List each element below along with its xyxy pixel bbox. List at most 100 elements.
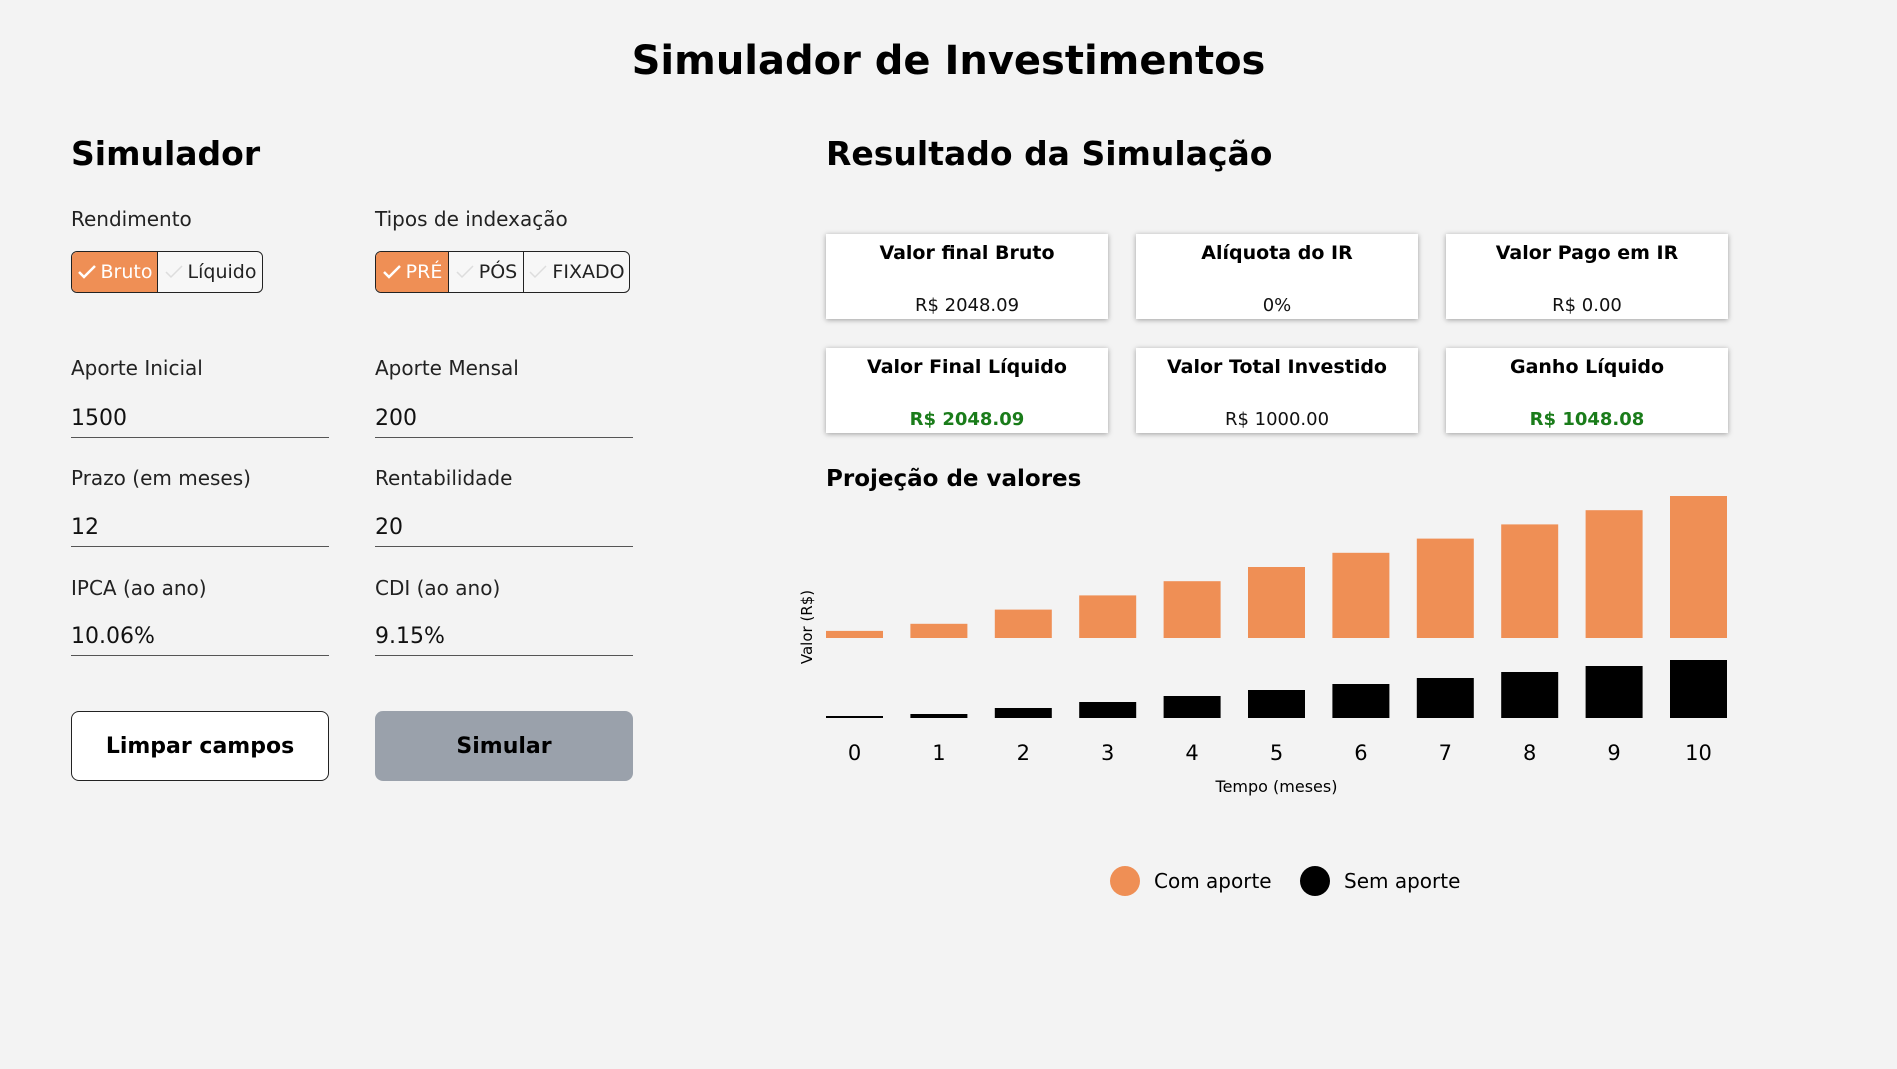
legend-label: Com aporte (1154, 869, 1272, 893)
cdi-input[interactable] (375, 618, 633, 656)
bar-sem-aporte-7 (1416, 678, 1474, 718)
result-card-valor-final-bruto: Valor final Bruto R$ 2048.09 (826, 234, 1108, 319)
projection-chart: 0 1 2 3 4 5 6 7 8 9 10 Tempo (meses) Valor (R$) (798, 496, 1727, 796)
rentabilidade-wrap (375, 509, 633, 547)
card-value: R$ 1000.00 (1224, 409, 1330, 430)
rendimento-option-label: Líquido (187, 261, 257, 283)
prazo-wrap (71, 509, 329, 547)
x-tick-label: 3 (1101, 741, 1114, 765)
indexacao-option-fixado[interactable]: FIXADO (524, 252, 629, 292)
check-icon (528, 264, 548, 280)
bar-com-aporte-3 (1079, 595, 1137, 638)
indexacao-label: Tipos de indexação (375, 207, 568, 231)
bar-sem-aporte-1 (910, 714, 968, 718)
prazo-label: Prazo (em meses) (71, 466, 251, 490)
x-tick-label: 9 (1607, 741, 1620, 765)
prazo-input[interactable] (71, 509, 329, 547)
card-title: Valor final Bruto (879, 242, 1055, 264)
indexacao-option-pre[interactable]: PRÉ (376, 252, 449, 292)
clear-fields-button[interactable]: Limpar campos (71, 711, 329, 781)
bar-com-aporte-5 (1248, 567, 1305, 638)
bar-com-aporte-2 (994, 609, 1052, 638)
bar-com-aporte-9 (1585, 510, 1643, 638)
legend-dot-black (1300, 866, 1330, 896)
aporte-mensal-input[interactable] (375, 400, 633, 438)
result-card-ganho-liquido: Ganho Líquido R$ 1048.08 (1446, 348, 1728, 433)
y-axis-label: Valor (R$) (798, 590, 816, 664)
results-title: Resultado da Simulação (826, 134, 1273, 173)
x-tick-label: 5 (1270, 741, 1283, 765)
bar-sem-aporte-10 (1670, 660, 1727, 718)
rentabilidade-label: Rentabilidade (375, 466, 513, 490)
bar-com-aporte-10 (1670, 496, 1727, 638)
check-icon (164, 264, 184, 280)
result-card-valor-final-liquido: Valor Final Líquido R$ 2048.09 (826, 348, 1108, 433)
indexacao-option-label: PÓS (478, 261, 518, 283)
bar-com-aporte-0 (826, 630, 883, 638)
aporte-inicial-label: Aporte Inicial (71, 356, 203, 380)
rentabilidade-input[interactable] (375, 509, 633, 547)
bar-sem-aporte-6 (1332, 684, 1390, 718)
bar-com-aporte-4 (1163, 581, 1221, 638)
legend-label: Sem aporte (1344, 869, 1461, 893)
card-title: Valor Final Líquido (867, 356, 1067, 378)
x-tick-label: 4 (1185, 741, 1198, 765)
bar-sem-aporte-5 (1248, 690, 1305, 718)
rendimento-option-bruto[interactable]: Bruto (72, 252, 158, 292)
ipca-label: IPCA (ao ano) (71, 576, 207, 600)
page-title: Simulador de Investimentos (631, 38, 1266, 84)
bar-com-aporte-6 (1332, 552, 1390, 638)
legend-item-sem-aporte: Sem aporte (1300, 866, 1460, 896)
legend-item-com-aporte: Com aporte (1110, 866, 1272, 896)
bar-sem-aporte-8 (1501, 672, 1559, 718)
bar-sem-aporte-4 (1163, 696, 1221, 718)
card-title: Alíquota do IR (1201, 242, 1353, 264)
rendimento-option-liquido[interactable]: Líquido (158, 252, 262, 292)
rendimento-toggle: Bruto Líquido (71, 251, 263, 293)
card-title: Valor Total Investido (1167, 356, 1387, 378)
card-title: Ganho Líquido (1509, 356, 1665, 378)
simulate-button[interactable]: Simular (375, 711, 633, 781)
result-card-aliquota-ir: Alíquota do IR 0% (1136, 234, 1418, 319)
result-card-valor-pago-ir: Valor Pago em IR R$ 0.00 (1446, 234, 1728, 319)
bar-com-aporte-7 (1416, 538, 1474, 638)
chart-title: Projeção de valores (826, 466, 1082, 492)
ipca-input[interactable] (71, 618, 329, 656)
check-icon (455, 264, 475, 280)
cdi-label: CDI (ao ano) (375, 576, 501, 600)
bar-com-aporte-8 (1501, 524, 1559, 638)
card-value: R$ 0.00 (1552, 295, 1622, 316)
card-value: R$ 2048.09 (914, 295, 1020, 316)
check-icon (77, 264, 97, 280)
rendimento-option-label: Bruto (100, 261, 153, 283)
bar-com-aporte-1 (910, 623, 968, 638)
indexacao-option-label: PRÉ (405, 261, 443, 283)
cdi-wrap (375, 618, 633, 656)
indexacao-toggle: PRÉ PÓS FIXADO (375, 251, 630, 293)
aporte-mensal-label: Aporte Mensal (375, 356, 519, 380)
simulator-title: Simulador (71, 134, 261, 173)
x-axis-label: Tempo (meses) (1215, 777, 1338, 796)
card-value: R$ 1048.08 (1529, 409, 1645, 430)
legend-dot-orange (1110, 866, 1140, 896)
result-card-valor-total-investido: Valor Total Investido R$ 1000.00 (1136, 348, 1418, 433)
card-value: 0% (1262, 295, 1292, 316)
x-tick-label: 1 (932, 741, 945, 765)
bar-sem-aporte-0 (826, 716, 883, 718)
x-tick-label: 2 (1017, 741, 1030, 765)
bar-sem-aporte-9 (1585, 666, 1643, 718)
aporte-inicial-input[interactable] (71, 400, 329, 438)
indexacao-option-label: FIXADO (552, 261, 625, 283)
x-tick-label: 8 (1523, 741, 1536, 765)
rendimento-label: Rendimento (71, 207, 192, 231)
x-tick-label: 7 (1439, 741, 1452, 765)
aporte-inicial-wrap (71, 400, 329, 438)
check-icon (382, 264, 402, 280)
x-tick-label: 0 (848, 741, 861, 765)
card-value: R$ 2048.09 (909, 409, 1025, 430)
x-tick-label: 10 (1685, 741, 1712, 765)
bar-sem-aporte-3 (1079, 702, 1137, 718)
x-tick-label: 6 (1354, 741, 1367, 765)
indexacao-option-pos[interactable]: PÓS (449, 252, 524, 292)
aporte-mensal-wrap (375, 400, 633, 438)
